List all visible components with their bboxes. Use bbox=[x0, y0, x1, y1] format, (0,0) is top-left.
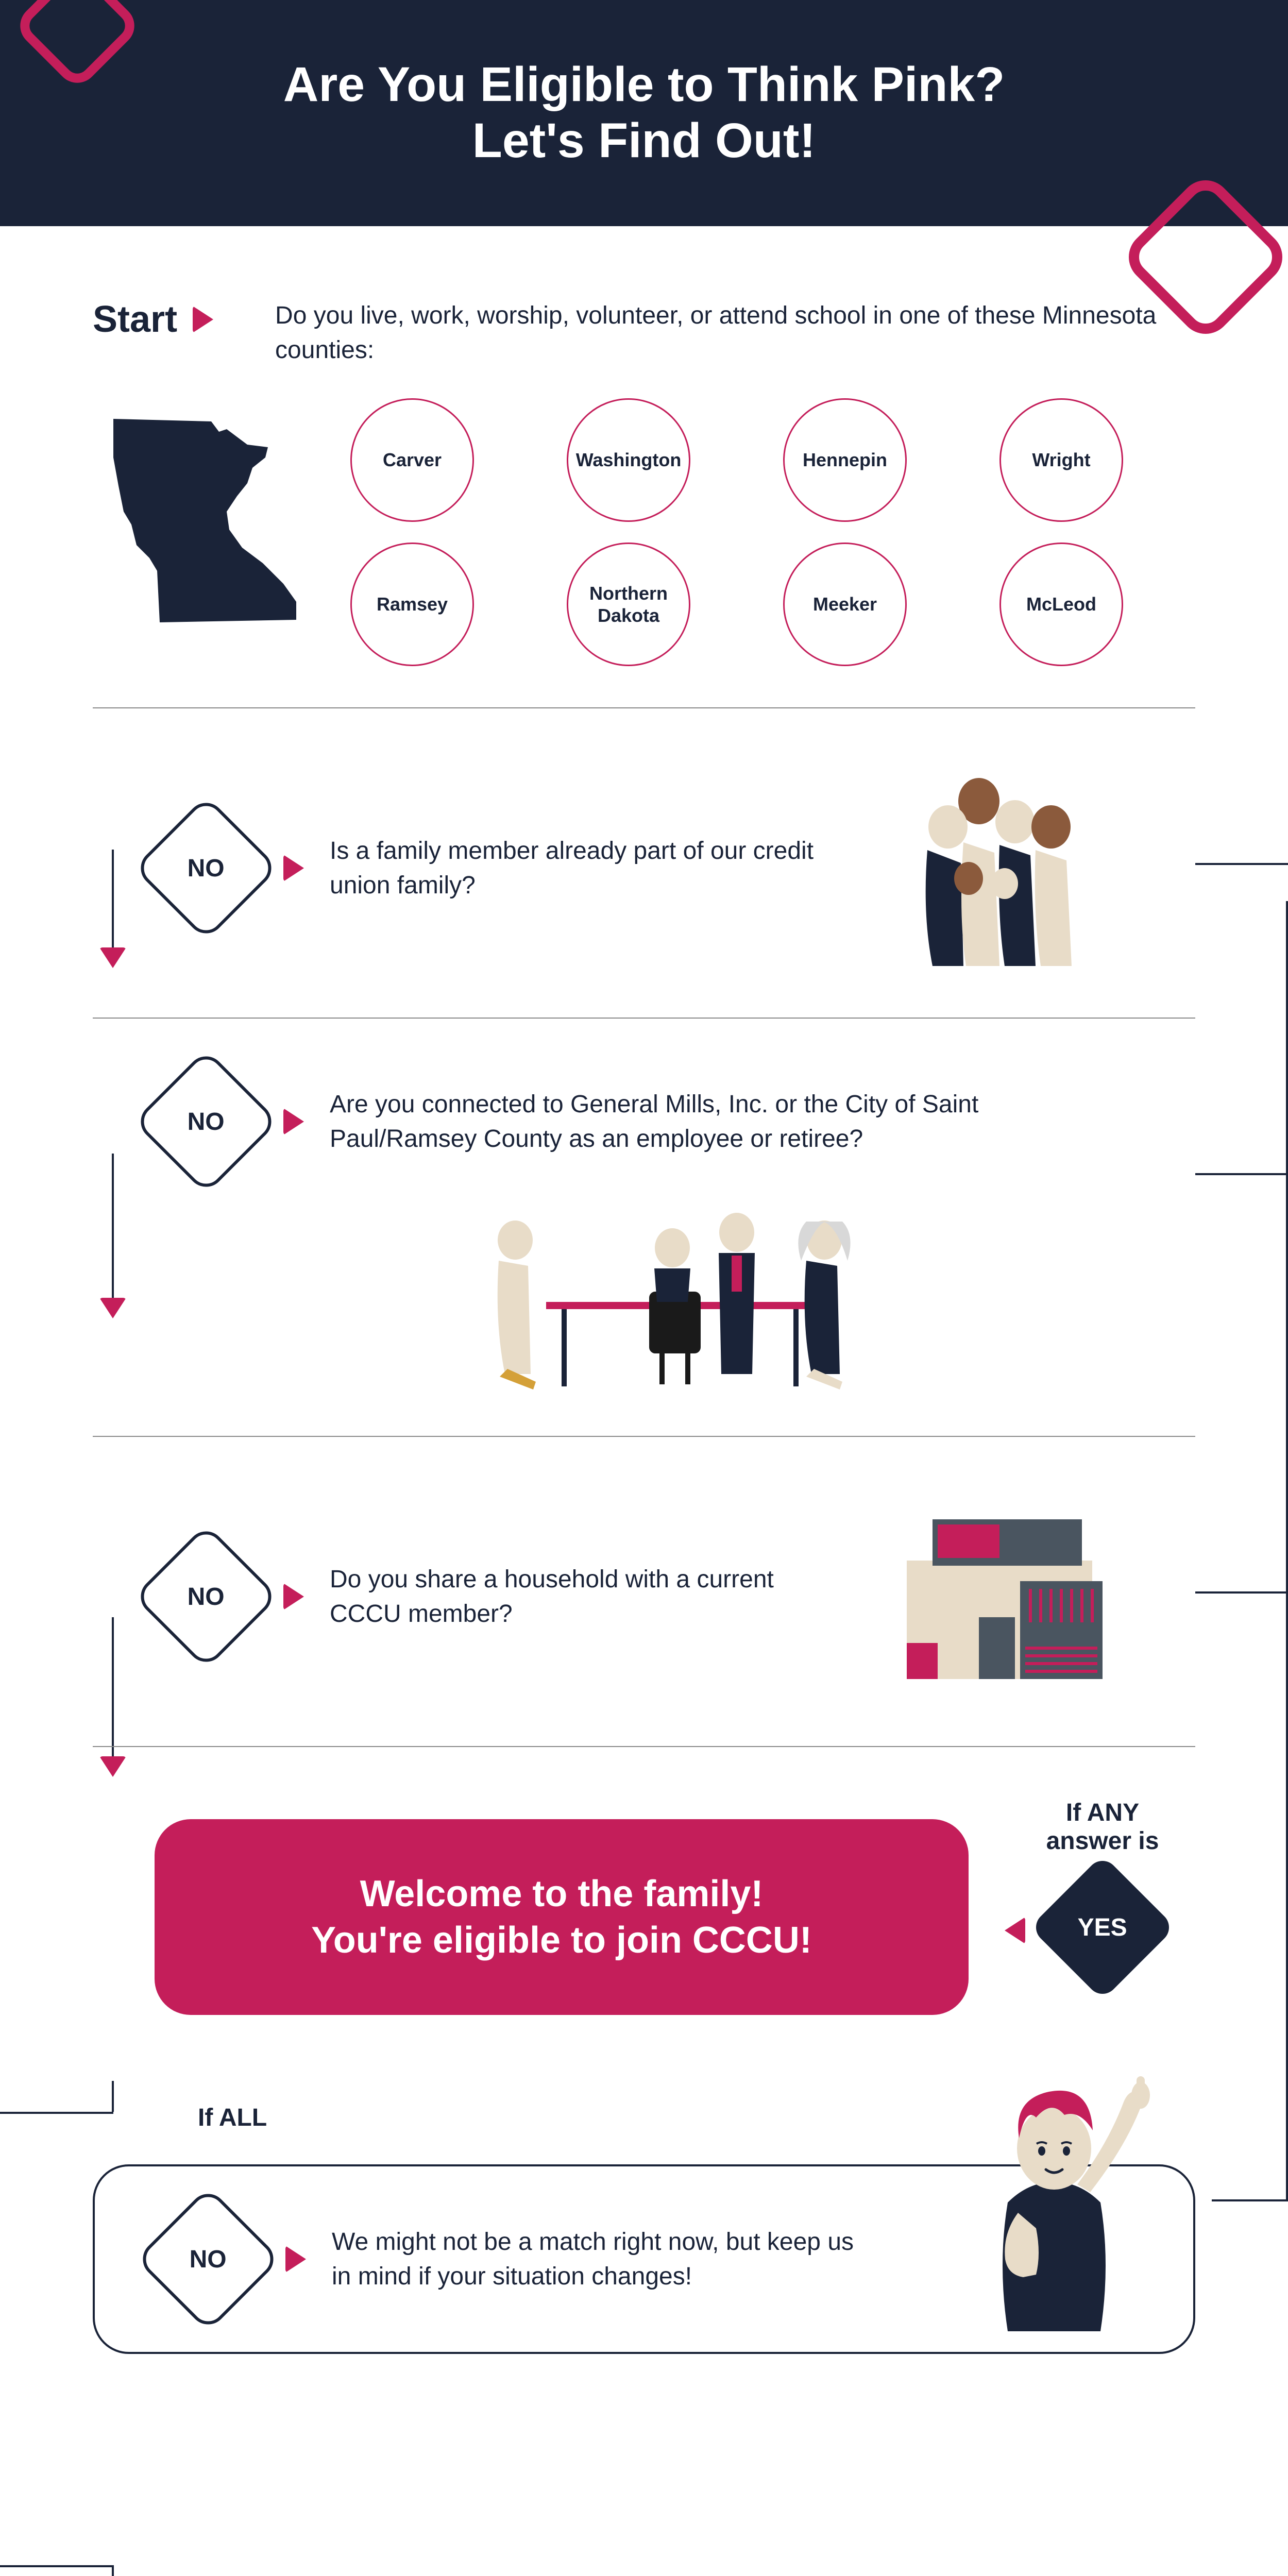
no-label: NO bbox=[188, 1582, 225, 1611]
if-all-label: If ALL bbox=[198, 2104, 267, 2132]
yes-label: YES bbox=[1078, 1913, 1127, 1941]
title-line-2: Let's Find Out! bbox=[472, 113, 816, 168]
counties-grid: Carver Washington Hennepin Wright Ramsey… bbox=[350, 398, 1195, 666]
county-circle: Carver bbox=[350, 398, 474, 522]
content: Start Do you live, work, worship, volunt… bbox=[0, 226, 1288, 2395]
county-circle: Northern Dakota bbox=[567, 543, 690, 666]
minnesota-shape-icon bbox=[93, 409, 309, 656]
family-illustration bbox=[871, 760, 1139, 976]
county-circle: Wright bbox=[999, 398, 1123, 522]
yes-outcome-area: If ANY answer is YES Welcome to the fami… bbox=[93, 1819, 1195, 2056]
no-label: NO bbox=[188, 854, 225, 882]
flow-line-to-yes bbox=[1195, 1173, 1288, 1175]
counties-row: Carver Washington Hennepin Wright Ramsey… bbox=[93, 398, 1195, 666]
start-label: Start bbox=[93, 298, 213, 341]
play-icon-left bbox=[1005, 1917, 1025, 1944]
county-circle: Hennepin bbox=[783, 398, 907, 522]
flow-arrow-down-icon bbox=[99, 1756, 126, 1777]
no-diamond: NO bbox=[133, 1523, 279, 1669]
all-no-outcome-area: If ALL NO We might not be a match right … bbox=[93, 2164, 1195, 2354]
county-circle: Meeker bbox=[783, 543, 907, 666]
question-section-3: NO Do you share a household with a curre… bbox=[93, 1437, 1195, 1747]
welcome-text: Welcome to the family! You're eligible t… bbox=[196, 1871, 927, 1963]
play-icon bbox=[283, 1108, 304, 1135]
all-no-text: We might not be a match right now, but k… bbox=[332, 2225, 873, 2294]
no-diamond: NO bbox=[133, 795, 279, 941]
flow-line-to-yes bbox=[1195, 863, 1288, 865]
county-circle: McLeod bbox=[999, 543, 1123, 666]
question-section-1: NO Is a family member already part of ou… bbox=[93, 708, 1195, 1019]
yes-diamond: YES bbox=[1030, 1854, 1176, 2000]
no-diamond: NO bbox=[133, 1048, 279, 1194]
meeting-illustration bbox=[443, 1199, 907, 1395]
start-row: Start Do you live, work, worship, volunt… bbox=[93, 298, 1195, 367]
play-icon bbox=[283, 855, 304, 882]
no-diamond: NO bbox=[135, 2186, 281, 2332]
house-illustration bbox=[871, 1488, 1139, 1705]
header: Are You Eligible to Think Pink? Let's Fi… bbox=[0, 0, 1288, 226]
play-icon bbox=[285, 2246, 306, 2273]
flow-line-to-yes bbox=[1195, 1591, 1288, 1594]
illustration-wrapper bbox=[155, 1199, 1195, 1395]
flow-line bbox=[0, 2112, 113, 2114]
play-icon bbox=[193, 306, 213, 333]
if-any-label: If ANY answer is bbox=[1030, 1799, 1175, 1855]
flow-line bbox=[112, 2565, 114, 2576]
question-text: Do you share a household with a current … bbox=[330, 1562, 845, 1631]
county-circle: Ramsey bbox=[350, 543, 474, 666]
title-line-1: Are You Eligible to Think Pink? bbox=[283, 57, 1005, 112]
page-title: Are You Eligible to Think Pink? Let's Fi… bbox=[21, 57, 1267, 170]
no-label: NO bbox=[188, 1107, 225, 1136]
question-section-2: NO Are you connected to General Mills, I… bbox=[93, 1019, 1195, 1437]
flow-line-yes-bottom bbox=[1212, 2199, 1288, 2201]
question-text: Are you connected to General Mills, Inc.… bbox=[330, 1087, 1051, 1156]
flow-line bbox=[112, 2081, 114, 2112]
welcome-line-1: Welcome to the family! bbox=[360, 1873, 764, 1914]
start-question: Do you live, work, worship, volunteer, o… bbox=[275, 298, 1195, 367]
no-label: NO bbox=[190, 2245, 227, 2273]
start-text: Start bbox=[93, 298, 177, 341]
question-text: Is a family member already part of our c… bbox=[330, 834, 845, 903]
thumbs-up-person-illustration bbox=[936, 2048, 1183, 2336]
flow-line bbox=[0, 2565, 113, 2567]
play-icon bbox=[283, 1583, 304, 1610]
welcome-box: Welcome to the family! You're eligible t… bbox=[155, 1819, 969, 2015]
flow-line-yes-vertical bbox=[1286, 901, 1288, 2199]
welcome-line-2: You're eligible to join CCCU! bbox=[311, 1920, 812, 1961]
county-circle: Washington bbox=[567, 398, 690, 522]
